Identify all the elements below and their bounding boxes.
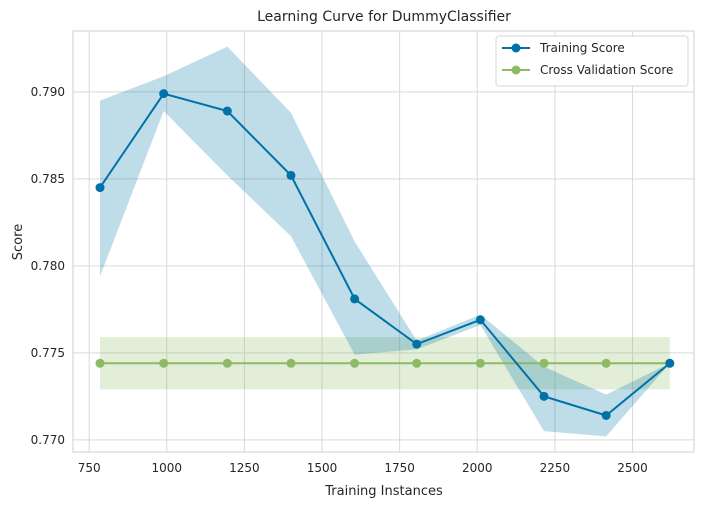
training-score-point xyxy=(95,183,105,193)
training-score-band xyxy=(100,46,670,437)
y-axis-label: Score xyxy=(11,224,26,260)
y-tick-label: 0.770 xyxy=(31,433,65,447)
grid-lines xyxy=(73,31,694,452)
training-score-point xyxy=(286,170,296,180)
training-score-line xyxy=(99,92,671,417)
cv-score-point xyxy=(222,358,232,368)
x-tick-label: 2250 xyxy=(540,461,571,475)
x-axis-ticks: 750 1000 1250 1500 1750 2000 2250 2500 xyxy=(78,461,648,475)
legend-cv-marker-icon xyxy=(511,65,521,75)
plot-area xyxy=(73,31,694,452)
y-tick-label: 0.775 xyxy=(31,346,65,360)
cv-score-point xyxy=(539,358,549,368)
x-tick-label: 750 xyxy=(78,461,101,475)
score-lines xyxy=(99,92,671,417)
cv-score-point xyxy=(412,358,422,368)
legend-cv-label: Cross Validation Score xyxy=(540,63,673,77)
cv-score-point xyxy=(159,358,169,368)
training-score-point xyxy=(601,410,611,420)
x-tick-label: 1750 xyxy=(384,461,415,475)
training-score-point xyxy=(475,315,485,325)
y-tick-label: 0.785 xyxy=(31,172,65,186)
x-tick-label: 1250 xyxy=(229,461,260,475)
y-tick-label: 0.790 xyxy=(31,85,65,99)
legend-box xyxy=(495,35,689,87)
cv-score-point xyxy=(95,358,105,368)
cv-score-point xyxy=(286,358,296,368)
training-score-point xyxy=(350,294,360,304)
x-tick-label: 1500 xyxy=(307,461,338,475)
x-axis-label: Training Instances xyxy=(324,484,443,499)
y-axis-ticks: 0.770 0.775 0.780 0.785 0.790 xyxy=(31,85,65,447)
x-tick-label: 2500 xyxy=(617,461,648,475)
chart-title: Learning Curve for DummyClassifier xyxy=(257,9,511,25)
cv-score-point xyxy=(350,358,360,368)
legend-training-label: Training Score xyxy=(539,41,625,55)
training-score-point xyxy=(539,391,549,401)
cv-score-point xyxy=(601,358,611,368)
score-points xyxy=(95,89,675,420)
training-score-point xyxy=(159,89,169,99)
cv-score-point xyxy=(475,358,485,368)
x-tick-label: 1000 xyxy=(151,461,182,475)
training-score-point xyxy=(412,339,422,349)
plot-frame xyxy=(72,30,695,453)
legend-training-marker-icon xyxy=(511,43,521,53)
legend: Training Score Cross Validation Score xyxy=(495,35,689,87)
training-score-point xyxy=(222,106,232,116)
x-tick-label: 2000 xyxy=(462,461,493,475)
training-score-point xyxy=(665,358,675,368)
y-tick-label: 0.780 xyxy=(31,259,65,273)
